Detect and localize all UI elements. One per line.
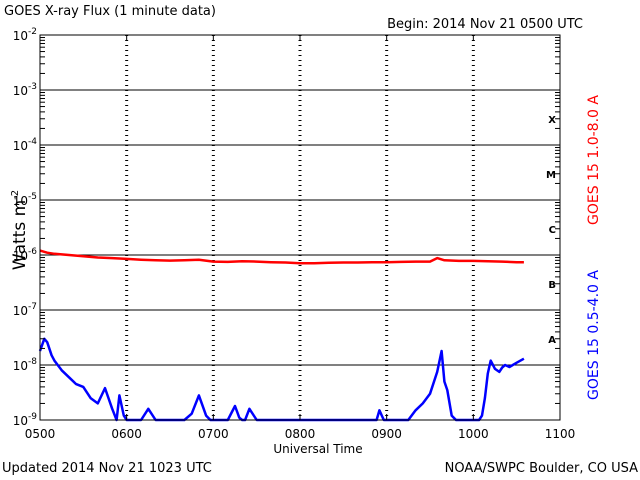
begin-time: Begin: 2014 Nov 21 0500 UTC: [387, 17, 583, 32]
series-line-long: [39, 249, 524, 265]
y-tick-label: 10-5: [13, 192, 37, 208]
y-tick-label: 10-9: [13, 412, 38, 428]
y-tick-label: 10-3: [13, 82, 37, 98]
y-axis-label: Watts m-2: [10, 190, 30, 270]
grid-layer: [40, 34, 560, 421]
legend-label-short: GOES 15 0.5-4.0 A: [586, 270, 602, 400]
series-legend-short: GOES 15 0.5-4.0 A: [586, 270, 602, 400]
x-tick-label: 0500: [25, 427, 56, 441]
legend-label-long: GOES 15 1.0-8.0 A: [586, 95, 602, 225]
x-tick-label: 1100: [545, 427, 576, 441]
x-tick-label: 0900: [371, 427, 402, 441]
series-line-short: [38, 337, 525, 422]
y-axis-label-text: Watts m: [10, 200, 30, 270]
y-tick-label: 10-4: [13, 137, 38, 153]
x-tick-label: 0700: [198, 427, 229, 441]
flare-class-label: X: [548, 115, 556, 126]
y-axis-label-exp: -2: [10, 190, 21, 200]
y-tick-label: 10-8: [13, 357, 38, 373]
y-tick-label: 10-6: [13, 247, 38, 263]
x-tick-label: 0600: [111, 427, 142, 441]
series-layer: [38, 249, 525, 422]
flare-class-label: A: [548, 335, 556, 346]
x-tick-layer: 0500 0600 0700 0800 0900 1000 1100: [25, 35, 576, 441]
flare-class-layer: X M C B A: [546, 115, 556, 346]
x-axis-label: Universal Time: [273, 442, 362, 456]
y-tick-label: 10-2: [13, 27, 37, 43]
chart-title: GOES X-ray Flux (1 minute data): [4, 4, 216, 19]
y-tick-label: 10-7: [13, 302, 37, 318]
flare-class-label: M: [546, 170, 556, 181]
updated-timestamp: Updated 2014 Nov 21 1023 UTC: [2, 461, 212, 476]
flare-class-label: B: [548, 280, 556, 291]
flare-class-label: C: [549, 225, 556, 236]
x-tick-label: 1000: [458, 427, 489, 441]
series-legend-long: GOES 15 1.0-8.0 A: [586, 95, 602, 225]
plot-frame: [39, 34, 561, 421]
credit-text: NOAA/SWPC Boulder, CO USA: [445, 461, 638, 476]
y-tick-layer: 10-2 10-3 10-4 10-5 10-6 10-7 10-8 10-9: [13, 27, 560, 428]
x-tick-label: 0800: [285, 427, 316, 441]
svg-text:Watts m-2: Watts m-2: [10, 190, 30, 270]
